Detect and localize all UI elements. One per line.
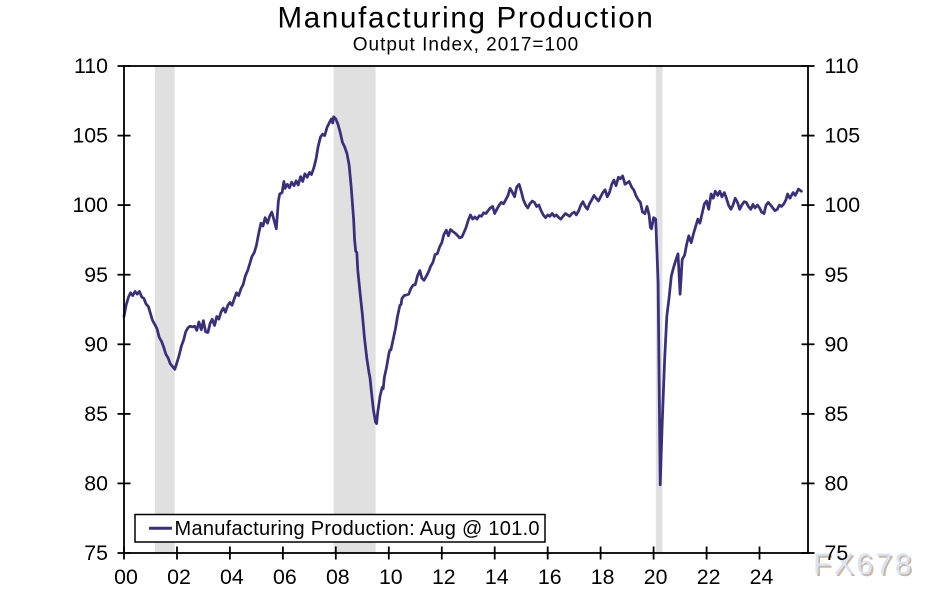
- svg-text:FX678: FX678: [815, 550, 916, 583]
- svg-text:10: 10: [379, 565, 403, 589]
- svg-text:90: 90: [84, 332, 108, 356]
- svg-text:24: 24: [750, 565, 774, 589]
- svg-text:Manufacturing Production: Manufacturing Production: [278, 2, 655, 35]
- svg-text:80: 80: [825, 472, 849, 496]
- svg-text:12: 12: [432, 565, 456, 589]
- svg-text:22: 22: [697, 565, 721, 589]
- svg-text:100: 100: [72, 193, 108, 217]
- svg-text:110: 110: [74, 54, 108, 78]
- svg-text:100: 100: [825, 193, 861, 217]
- svg-text:75: 75: [825, 541, 849, 565]
- svg-text:95: 95: [84, 263, 108, 287]
- svg-text:08: 08: [326, 565, 350, 589]
- svg-text:Output Index, 2017=100: Output Index, 2017=100: [353, 35, 579, 56]
- svg-text:14: 14: [485, 565, 509, 589]
- svg-text:105: 105: [72, 124, 108, 148]
- svg-text:06: 06: [273, 565, 297, 589]
- svg-text:110: 110: [825, 54, 859, 78]
- svg-text:90: 90: [825, 332, 849, 356]
- svg-text:75: 75: [84, 541, 108, 565]
- svg-text:FX678: FX678: [813, 548, 914, 581]
- svg-text:00: 00: [114, 565, 138, 589]
- svg-text:18: 18: [591, 565, 615, 589]
- svg-text:16: 16: [538, 565, 562, 589]
- svg-text:80: 80: [84, 472, 108, 496]
- svg-text:20: 20: [644, 565, 668, 589]
- svg-text:04: 04: [220, 565, 244, 589]
- svg-text:105: 105: [825, 124, 861, 148]
- svg-text:Manufacturing Production: Aug: Manufacturing Production: Aug @ 101.0: [175, 518, 540, 540]
- svg-text:85: 85: [825, 402, 849, 426]
- svg-text:95: 95: [825, 263, 849, 287]
- svg-text:85: 85: [84, 402, 108, 426]
- svg-text:02: 02: [167, 565, 191, 589]
